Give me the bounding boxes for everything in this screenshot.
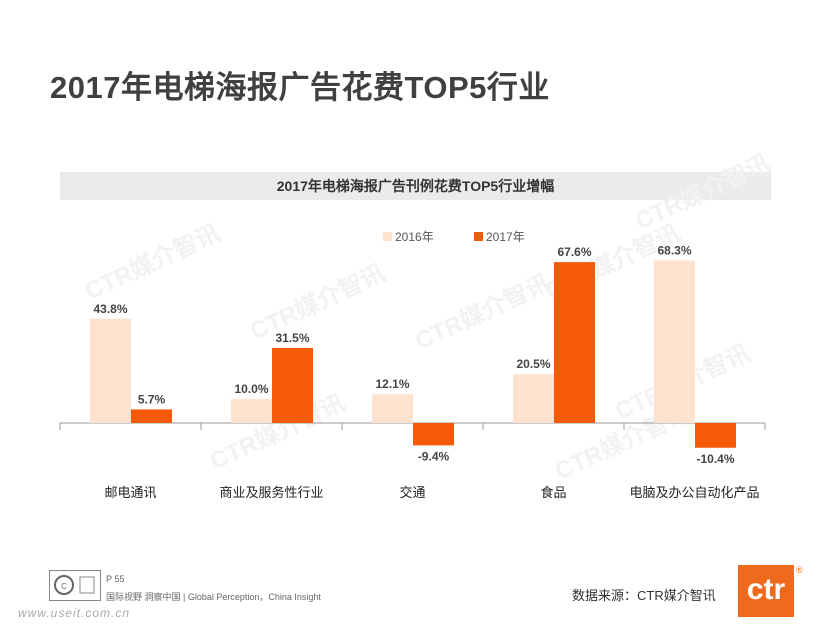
bar [272,348,313,423]
page-title: 2017年电梯海报广告花费TOP5行业 [50,70,550,105]
url-watermark: www.useit.com.cn [18,606,131,620]
svg-text:C: C [61,582,67,591]
legend-label: 2017年 [486,230,525,244]
data-label: 12.1% [375,377,409,391]
data-label: 67.6% [557,245,591,259]
category-label: 交通 [399,485,425,500]
watermark-text: CTR媒介智讯 [411,269,555,356]
data-label: 43.8% [93,302,127,316]
category-label: 食品 [540,485,566,500]
data-label: 31.5% [275,331,309,345]
category-label: 电脑及办公自动化产品 [629,485,759,500]
watermark-text: CTR媒介智讯 [246,259,390,346]
data-source: 数据来源：CTR媒介智讯 [572,588,716,603]
bar [372,394,413,423]
watermark-text: CTR媒介智讯 [81,219,225,306]
bar [513,374,554,423]
data-label: -9.4% [418,449,450,463]
bar [413,423,454,446]
registered-mark: ® [796,565,803,575]
bar [695,423,736,448]
certification-logo: C [49,570,101,601]
category-label: 商业及服务性行业 [219,485,323,500]
category-label: 邮电通讯 [104,485,156,500]
bar [231,399,272,423]
legend-swatch [383,232,392,241]
data-label: 68.3% [657,243,691,257]
chart-title: 2017年电梯海报广告刊例花费TOP5行业增幅 [60,172,771,200]
bar [90,318,131,423]
data-label: 10.0% [234,382,268,396]
legend-swatch [474,232,483,241]
page-number: P 55 [106,574,125,584]
data-label: -10.4% [696,452,734,466]
legend-label: 2016年 [395,230,434,244]
ctr-logo: ctr [738,565,794,617]
footer-slogan: 国际视野 洞察中国 | Global Perception，China Insi… [106,592,321,602]
data-label: 5.7% [138,392,166,406]
bar [554,262,595,423]
watermark-text: CTR媒介智讯 [631,149,775,236]
bar [654,260,695,423]
bar [131,409,172,423]
data-label: 20.5% [516,357,550,371]
